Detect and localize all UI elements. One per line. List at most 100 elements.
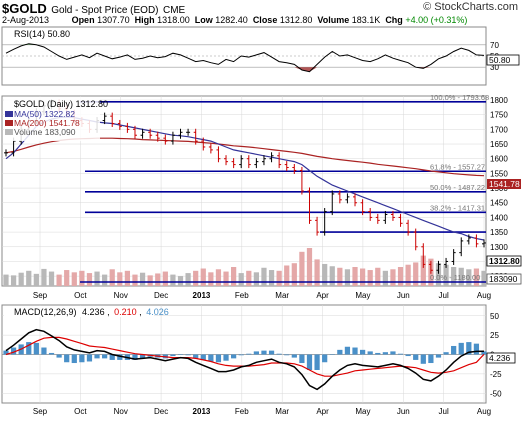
volume-bar: [451, 267, 457, 286]
macd-hist-bar: [185, 354, 191, 356]
macd-hist-bar: [253, 351, 259, 355]
macd-hist-bar: [428, 354, 434, 364]
x-tick-label: Nov: [114, 407, 128, 416]
volume-bar: [413, 262, 419, 286]
x-axis-middle: Sep Oct Nov Dec 2013 Feb Mar Apr May Jun Jul Aug: [33, 291, 491, 300]
fib-label: 0.0% - 1180.00: [430, 273, 480, 282]
volume-bar: [231, 267, 237, 286]
volume-bar: [170, 274, 176, 286]
volume-bar: [208, 272, 214, 286]
close-value: 1312.80: [279, 15, 313, 25]
volume-bar: [48, 271, 55, 286]
x-tick-label: Mar: [275, 291, 289, 300]
x-tick-label: Oct: [74, 407, 87, 416]
price-tick-label: 1600: [490, 155, 508, 164]
macd-hist-bar: [268, 350, 275, 355]
volume-bar: [276, 270, 282, 286]
x-tick-label: 2013: [193, 407, 211, 416]
volume-bar: [162, 271, 168, 286]
quote-line: 2-Aug-2013 Open 1307.70 High 1318.00 Low…: [2, 15, 522, 27]
volume-bar: [185, 273, 191, 286]
volume-bar: [177, 276, 184, 286]
high-label: High: [134, 15, 155, 25]
x-tick-label: Dec: [154, 407, 168, 416]
x-tick-label: Apr: [316, 291, 329, 300]
volume-bar: [322, 263, 328, 286]
volume-bar: [405, 264, 411, 286]
macd-hist-bar: [139, 354, 146, 359]
price-legend-bg: [4, 97, 100, 141]
price-grid: [2, 96, 486, 286]
macd-hist-bar: [94, 354, 100, 359]
macd-tick-label: 25: [490, 331, 499, 340]
volume-tag-bg: [486, 273, 522, 285]
macd-hist-bar: [26, 342, 32, 355]
macd-hist-bar: [390, 351, 396, 355]
macd-hist-bar: [352, 347, 358, 355]
macd-hist-bar: [33, 342, 39, 355]
close-tag-bg: [486, 255, 522, 267]
volume-bar: [147, 275, 153, 286]
price-bars: [4, 99, 486, 274]
volume-bar: [344, 269, 351, 286]
macd-hist-bar: [359, 349, 366, 355]
macd-hist-bar: [64, 354, 70, 363]
price-tick-label: 1650: [490, 140, 508, 149]
macd-hist-bar: [200, 354, 206, 360]
macd-hist-bar: [420, 354, 426, 364]
volume-bar: [71, 272, 77, 286]
volume-bar: [337, 267, 343, 286]
macd-hist-bar: [344, 346, 351, 355]
macd-value-tag-bg: [486, 352, 516, 364]
macd-hist-bar: [48, 352, 55, 355]
fib-lines: 100.0% - 1793.68 61.8% - 1557.27 50.0% - 1…: [80, 93, 489, 283]
quote-date: 2-Aug-2013: [2, 15, 50, 25]
x-tick-label: 2013: [193, 291, 211, 300]
watermark: © StockCharts.com: [423, 1, 518, 13]
volume-bar: [18, 272, 24, 286]
macd-hist-bar: [109, 354, 115, 360]
macd-legend-bg: [4, 306, 154, 317]
volume-bar: [261, 267, 267, 286]
rsi-panel: 305070 RSI(14) 50.80 50.80: [1, 26, 520, 86]
rsi-value-tag: 50.80: [489, 55, 511, 65]
macd-hist-bar: [208, 354, 214, 362]
rsi-value-tag-bg: [486, 54, 520, 66]
fib-label: 61.8% - 1557.27: [430, 162, 485, 171]
volume-bar: [56, 274, 62, 286]
volume-swatch: [5, 129, 13, 135]
change-label: Chg: [385, 15, 403, 25]
volume-bar: [314, 259, 320, 286]
macd-legend: MACD(12,26,9) 4.236 , 0.210 , 4.026: [14, 307, 169, 317]
volume-bar: [306, 248, 313, 286]
volume-bar: [253, 272, 259, 286]
rsi-legend-bg: [4, 28, 74, 39]
volume-bar: [215, 269, 222, 286]
macd-hist-bar: [117, 354, 123, 360]
chart-header: $GOLD Gold - Spot Price (EOD) CME © Stoc…: [2, 0, 522, 16]
x-tick-label: Oct: [74, 291, 87, 300]
x-tick-label: May: [355, 407, 370, 416]
price-tick-label: 1550: [490, 169, 508, 178]
macd-hist-bar: [314, 354, 320, 370]
price-tick-label: 1450: [490, 199, 508, 208]
volume-bar: [3, 274, 9, 286]
x-tick-label: May: [355, 291, 370, 300]
volume-bar: [132, 274, 138, 286]
rsi-line: [5, 43, 485, 73]
fib-label: 50.0% - 1487.22: [430, 183, 485, 192]
macd-hist-bar: [451, 345, 457, 355]
price-tick-label: 1700: [490, 125, 508, 134]
ma50-legend: MA(50) 1322.82: [14, 109, 75, 119]
volume-bar: [466, 269, 472, 286]
ma200-legend: MA(200) 1541.78: [14, 118, 80, 128]
volume-bar: [375, 267, 381, 286]
close-label: Close: [252, 15, 278, 25]
price-tick-label: 1300: [490, 243, 508, 252]
volume-bar: [200, 268, 206, 286]
rsi-grid: [2, 44, 486, 68]
rsi-tick-label: 30: [490, 63, 499, 72]
ma200-swatch: [5, 120, 13, 126]
macd-hist-bar: [246, 353, 252, 355]
open-label: Open: [71, 15, 95, 25]
